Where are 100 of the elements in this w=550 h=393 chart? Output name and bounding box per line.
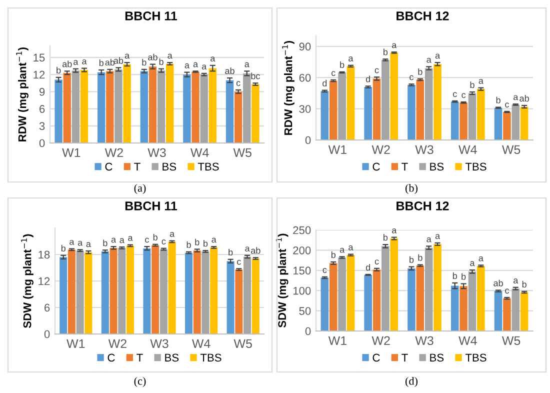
legend-label: T [136, 354, 143, 362]
chart-title: BBCH 11 [125, 202, 178, 210]
x-tick-label: W2 [372, 336, 390, 345]
bar [329, 80, 338, 140]
data-label: a [210, 56, 216, 62]
data-label: d [322, 80, 327, 86]
y-tick-label: 50 [299, 307, 311, 315]
data-label: b [331, 251, 336, 258]
data-label: b [99, 59, 104, 66]
data-label: ab [494, 280, 503, 286]
bar [98, 72, 106, 143]
bar [226, 80, 234, 143]
data-label: b [204, 240, 208, 247]
bar [520, 292, 528, 331]
data-label: b [103, 240, 108, 246]
bar [460, 102, 468, 140]
data-label: bc [251, 72, 260, 80]
y-tick-label: 18 [38, 250, 50, 259]
data-label: a [514, 95, 518, 100]
data-label: a [244, 62, 250, 68]
bar [477, 89, 485, 140]
data-label: a [86, 242, 91, 248]
data-label: c [374, 68, 379, 74]
bar [503, 298, 511, 331]
data-label: a [426, 237, 432, 242]
data-label: a [78, 240, 83, 246]
data-label: a [111, 238, 116, 243]
data-label: ab [105, 58, 115, 66]
bar [468, 272, 476, 331]
data-label: a [435, 54, 440, 59]
legend-label: BS [162, 162, 176, 171]
bar [346, 66, 355, 140]
legend-label: TBS [465, 162, 486, 171]
bar [450, 286, 459, 331]
legend-label: C [372, 354, 380, 362]
data-label: c [453, 92, 457, 98]
bar [512, 104, 520, 140]
data-label: a [184, 63, 190, 68]
y-tick-label: 90 [299, 42, 311, 51]
bar [320, 91, 329, 140]
x-tick-label: W1 [328, 145, 346, 154]
bar [76, 250, 84, 334]
x-tick-label: W5 [233, 148, 252, 158]
bar [390, 238, 398, 331]
bar [210, 247, 218, 334]
data-label: b [418, 254, 422, 261]
data-label: a [514, 278, 518, 284]
data-label: c [331, 71, 336, 76]
data-label: b [384, 234, 388, 241]
data-label: d [366, 76, 370, 82]
data-label: ab [225, 67, 234, 74]
data-label: ab [251, 247, 260, 254]
data-label: a [392, 228, 397, 234]
bar [244, 256, 252, 334]
bar [424, 68, 433, 140]
data-label: a [340, 248, 345, 253]
data-label: a [470, 261, 475, 266]
bar [166, 64, 174, 143]
y-tick-label: 0 [39, 139, 45, 148]
legend-label: BS [430, 162, 444, 171]
y-tick-label: 9 [39, 88, 45, 96]
chart-title: BBCH 11 [125, 12, 178, 20]
data-label: b [470, 81, 474, 88]
data-label: b [159, 58, 164, 65]
x-tick-label: W2 [372, 145, 390, 154]
bar [450, 102, 459, 140]
data-label: c [236, 81, 240, 86]
legend-label: TBS [465, 354, 486, 362]
data-label: c [410, 75, 414, 80]
data-label: ab [62, 60, 72, 68]
bar [60, 257, 68, 334]
data-label: a [82, 59, 87, 64]
bar [252, 258, 260, 334]
data-label: a [124, 54, 130, 59]
x-tick-label: W1 [328, 336, 346, 345]
data-label: b [228, 248, 233, 256]
bar [329, 263, 338, 331]
y-tick-label: 0 [44, 330, 50, 338]
data-label: a [348, 245, 354, 250]
legend-label: C [372, 162, 380, 171]
data-label: b [340, 61, 344, 68]
bar [143, 248, 151, 334]
bar [252, 84, 260, 143]
data-label: c [374, 260, 379, 265]
data-label: a [70, 240, 74, 245]
bar [408, 84, 416, 140]
bar [320, 278, 329, 331]
data-label: a [170, 232, 175, 237]
data-label: c [505, 288, 509, 294]
x-tick-label: W4 [458, 336, 477, 345]
x-tick-label: W4 [192, 339, 210, 348]
bar [123, 64, 131, 143]
bar [54, 80, 62, 143]
data-label: b [496, 96, 500, 104]
bar [168, 242, 176, 334]
legend-label: BS [165, 354, 179, 362]
x-tick-label: W4 [190, 148, 209, 157]
y-tick-label: 6 [40, 105, 45, 113]
bar [382, 60, 390, 140]
bar [346, 255, 355, 331]
